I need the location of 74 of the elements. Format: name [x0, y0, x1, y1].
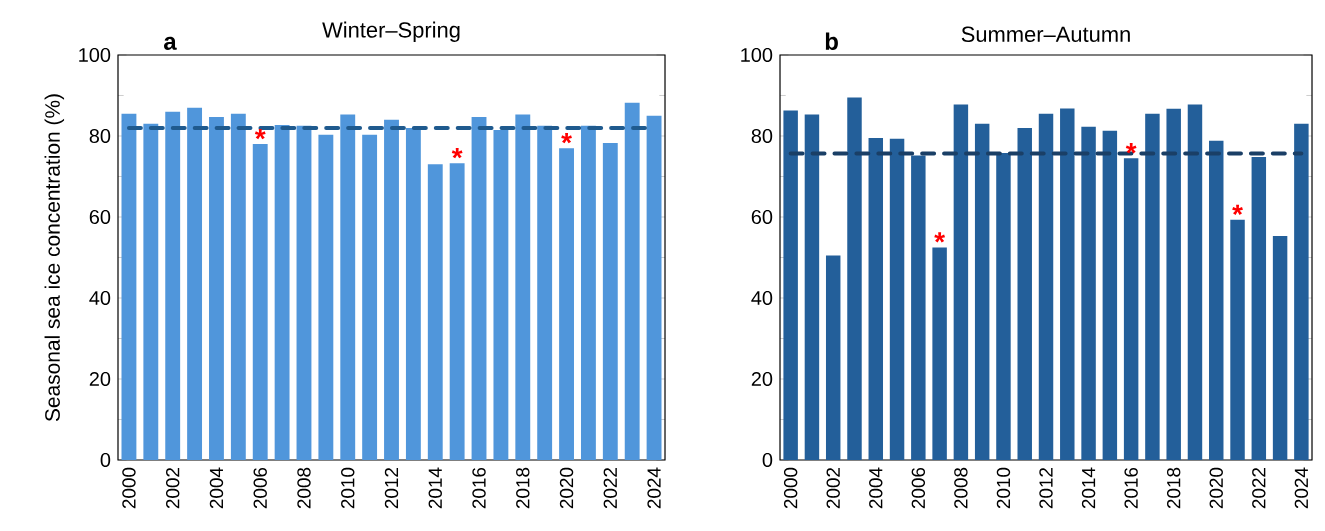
bar	[1230, 219, 1245, 460]
annotation: *	[451, 147, 463, 159]
bar	[847, 97, 862, 460]
bar	[889, 138, 905, 460]
y-tick-label: 0	[100, 452, 111, 468]
x-tick-label: 2012	[384, 467, 399, 509]
x-tick-label: 2018	[516, 467, 530, 509]
y-tick-label: 80	[751, 128, 773, 144]
x-tick-label: 2024	[1294, 467, 1309, 509]
x-tick-label: 2000	[122, 467, 136, 509]
x-tick-label: 2000	[783, 467, 798, 509]
bar	[1081, 126, 1096, 460]
bar	[1251, 157, 1267, 460]
bar	[1060, 108, 1075, 460]
text: b	[825, 32, 838, 50]
annotation: *	[1232, 204, 1243, 216]
bar	[1038, 113, 1054, 460]
bar	[783, 110, 798, 460]
bar	[1166, 108, 1181, 460]
x-tick-label: 2008	[954, 467, 968, 509]
bar	[1017, 127, 1032, 460]
y-tick-label: 60	[89, 209, 111, 225]
x-tick-label: 2014	[428, 467, 442, 509]
x-tick-label: 2016	[472, 467, 486, 509]
x-tick-label: 2018	[1166, 467, 1181, 509]
bar	[804, 114, 820, 460]
annotation: *	[254, 128, 266, 140]
bar	[868, 138, 884, 460]
y-tick-label: 40	[751, 290, 773, 306]
y-tick-label: 40	[89, 290, 111, 306]
bar	[974, 123, 990, 460]
x-tick-label: 2022	[603, 467, 618, 509]
bar	[1145, 113, 1160, 460]
bar	[825, 255, 841, 460]
bar	[953, 104, 969, 460]
y-axis-title: Seasonal sea ice concentration (%)	[44, 94, 65, 422]
y-tick-label: 80	[89, 128, 111, 144]
bar	[1209, 140, 1224, 460]
bar	[1123, 158, 1139, 460]
chart-title: Summer–Autumn	[961, 26, 1130, 42]
y-tick-label: 20	[89, 371, 111, 387]
y-tick-label: 20	[751, 371, 773, 387]
x-tick-label: 2010	[341, 467, 355, 509]
bar	[911, 155, 926, 460]
y-tick-label: 100	[79, 47, 111, 63]
bar	[1102, 130, 1118, 460]
x-tick-label: 2010	[996, 467, 1011, 509]
x-tick-label: 2004	[209, 467, 224, 509]
x-tick-label: 2008	[297, 467, 311, 509]
bar	[932, 247, 947, 460]
x-tick-label: 2006	[253, 467, 267, 509]
bar	[1272, 236, 1288, 460]
text: a	[164, 36, 177, 50]
x-tick-label: 2006	[911, 467, 926, 509]
y-tick-label: 60	[751, 209, 773, 225]
x-tick-label: 2004	[869, 467, 883, 509]
y-tick-label: 0	[762, 452, 773, 468]
annotation: *	[1125, 143, 1137, 154]
bar	[996, 153, 1011, 460]
annotation: *	[561, 132, 572, 144]
bar	[1187, 104, 1203, 460]
x-tick-label: 2012	[1039, 467, 1053, 509]
chart-title: Winter–Spring	[322, 21, 460, 42]
x-tick-label: 2020	[1209, 467, 1223, 509]
x-tick-label: 2002	[826, 467, 840, 509]
bar	[1294, 123, 1309, 460]
annotation: *	[934, 232, 946, 243]
x-tick-label: 2020	[559, 467, 574, 509]
x-tick-label: 2022	[1252, 467, 1266, 509]
x-tick-label: 2024	[647, 467, 661, 509]
x-tick-label: 2014	[1081, 467, 1096, 509]
y-tick-label: 100	[741, 47, 773, 63]
x-tick-label: 2002	[166, 467, 180, 509]
x-tick-label: 2016	[1124, 467, 1138, 509]
